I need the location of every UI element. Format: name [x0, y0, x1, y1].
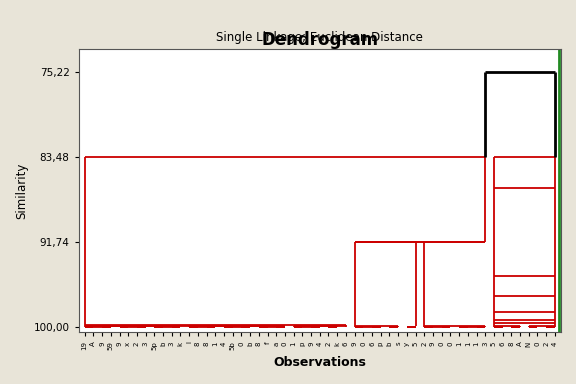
Text: Single Linkage; Euclidean Distance: Single Linkage; Euclidean Distance: [217, 31, 423, 44]
Y-axis label: Similarity: Similarity: [15, 163, 28, 219]
X-axis label: Observations: Observations: [274, 356, 366, 369]
Title: Dendrogram: Dendrogram: [262, 31, 378, 49]
